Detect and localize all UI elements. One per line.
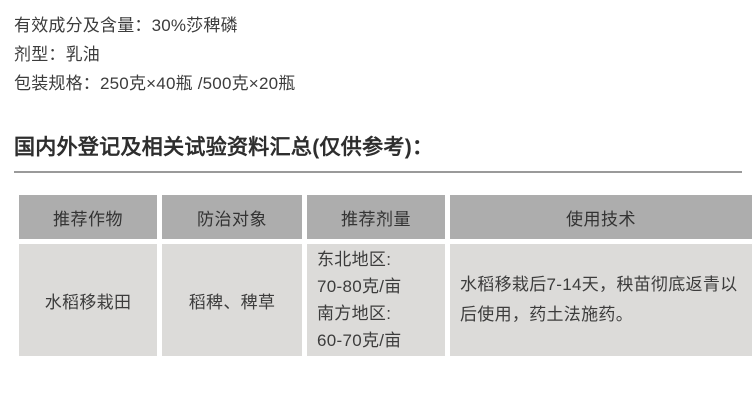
- cell-crop: 水稻移栽田: [19, 244, 157, 356]
- usage-text: 水稻移栽后7-14天，秧苗彻底返青以后使用，药土法施药。: [460, 275, 738, 324]
- column-header-usage: 使用技术: [450, 195, 752, 239]
- column-header-target: 防治对象: [162, 195, 302, 239]
- row-gap-cell: [162, 239, 302, 244]
- cell-target: 稻稗、稗草: [162, 244, 302, 356]
- spec-block: 有效成分及含量：30%莎稗磷 剂型：乳油 包装规格：250克×40瓶 /500克…: [14, 0, 742, 98]
- row-gap-cell: [307, 239, 445, 244]
- section-heading: 国内外登记及相关试验资料汇总(仅供参考)：: [14, 136, 434, 159]
- registration-data-table: 推荐作物 防治对象 推荐剂量 使用技术 水稻移栽田 稻稗、稗草 东北地区: 70…: [14, 195, 756, 356]
- dose-line-north-value: 70-80克/亩: [317, 277, 402, 296]
- heading-divider: [14, 171, 742, 173]
- spec-line-packaging: 包装规格：250克×40瓶 /500克×20瓶: [14, 74, 296, 93]
- spec-line-formulation: 剂型：乳油: [14, 45, 100, 64]
- table-row: 水稻移栽田 稻稗、稗草 东北地区: 70-80克/亩 南方地区: 60-70克/…: [19, 244, 752, 356]
- cell-usage: 水稻移栽后7-14天，秧苗彻底返青以后使用，药土法施药。: [450, 244, 752, 356]
- table-row-gap: [19, 239, 752, 244]
- column-header-crop: 推荐作物: [19, 195, 157, 239]
- column-header-dose: 推荐剂量: [307, 195, 445, 239]
- dose-line-south-value: 60-70克/亩: [317, 331, 402, 350]
- cell-dose: 东北地区: 70-80克/亩 南方地区: 60-70克/亩: [307, 244, 445, 356]
- dose-line-south-label: 南方地区:: [317, 304, 392, 323]
- row-gap-cell: [450, 239, 752, 244]
- spec-line-active-ingredient: 有效成分及含量：30%莎稗磷: [14, 16, 238, 35]
- row-gap-cell: [19, 239, 157, 244]
- dose-line-north-label: 东北地区:: [317, 250, 392, 269]
- table-header-row: 推荐作物 防治对象 推荐剂量 使用技术: [19, 195, 752, 239]
